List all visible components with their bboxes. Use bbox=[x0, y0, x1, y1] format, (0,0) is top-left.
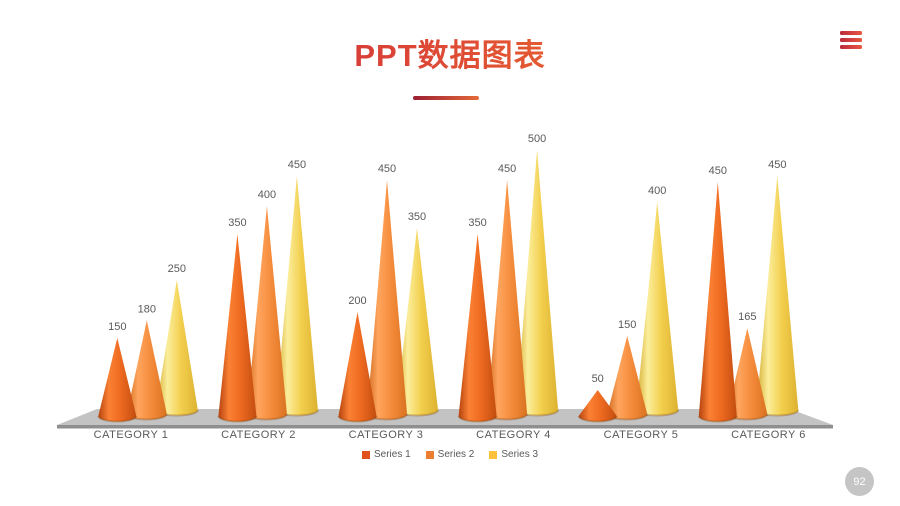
category-axis-label-4: CATEGORY 4 bbox=[476, 429, 551, 441]
chart-floor-edge bbox=[57, 425, 833, 429]
menu-bar bbox=[840, 45, 862, 49]
category-axis-label-1: CATEGORY 1 bbox=[94, 429, 169, 441]
data-label: 450 bbox=[288, 159, 306, 171]
cone-base-rim bbox=[337, 415, 378, 423]
category-axis-label-3: CATEGORY 3 bbox=[349, 429, 424, 441]
cone-series-1-cat5[interactable] bbox=[578, 390, 617, 422]
cone-series-2-cat1[interactable] bbox=[126, 320, 167, 420]
cone-series-1-cat6[interactable] bbox=[698, 182, 737, 422]
page-title: PPT数据图表 bbox=[0, 30, 900, 75]
cone-series-3-cat5[interactable] bbox=[636, 202, 679, 416]
data-label: 450 bbox=[709, 165, 727, 177]
legend-label: Series 3 bbox=[501, 449, 539, 460]
data-label: 150 bbox=[108, 321, 126, 333]
legend-item-series-3[interactable]: Series 3 bbox=[489, 449, 538, 460]
data-label: 200 bbox=[348, 295, 366, 307]
cone-series-3-cat3[interactable] bbox=[396, 228, 438, 416]
data-label: 165 bbox=[738, 311, 756, 323]
cone-series-1-cat4[interactable] bbox=[458, 234, 497, 422]
data-label: 400 bbox=[258, 189, 276, 201]
data-label: 150 bbox=[618, 319, 636, 331]
legend-item-series-1[interactable]: Series 1 bbox=[361, 449, 411, 460]
legend-label: Series 1 bbox=[373, 449, 411, 460]
data-label: 50 bbox=[592, 373, 604, 385]
legend-swatch-icon bbox=[489, 450, 498, 459]
data-label: 350 bbox=[408, 211, 426, 223]
cone-series-3-cat4[interactable] bbox=[516, 150, 559, 416]
data-label: 450 bbox=[378, 163, 396, 175]
data-label: 450 bbox=[768, 159, 786, 171]
cone-series-2-cat6[interactable] bbox=[727, 328, 768, 420]
hamburger-menu-icon[interactable] bbox=[840, 31, 862, 49]
cone-series-2-cat3[interactable] bbox=[367, 180, 407, 420]
cone-base-rim bbox=[697, 415, 738, 423]
cone-series-2-cat4[interactable] bbox=[487, 180, 528, 420]
data-label: 400 bbox=[648, 185, 666, 197]
menu-bar bbox=[840, 31, 862, 35]
cone-series-1-cat3[interactable] bbox=[338, 312, 377, 422]
title-underline bbox=[413, 96, 479, 100]
legend-swatch-icon bbox=[361, 450, 370, 459]
category-axis-label-5: CATEGORY 5 bbox=[604, 429, 679, 441]
cone-series-3-cat2[interactable] bbox=[275, 176, 318, 416]
data-label: 250 bbox=[168, 263, 186, 275]
cone-series-1-cat1[interactable] bbox=[98, 338, 137, 422]
chart-legend: Series 1 Series 2 Series 3 bbox=[0, 449, 900, 460]
data-label: 500 bbox=[528, 133, 546, 145]
cone-series-2-cat5[interactable] bbox=[607, 336, 648, 420]
data-label: 350 bbox=[468, 217, 486, 229]
category-axis-label-6: CATEGORY 6 bbox=[731, 429, 806, 441]
data-label: 180 bbox=[138, 303, 156, 315]
page-number-badge: 92 bbox=[845, 467, 874, 496]
data-label: 450 bbox=[498, 163, 516, 175]
data-label: 350 bbox=[228, 217, 246, 229]
cone-base-rim bbox=[577, 415, 618, 423]
cone-base-rim bbox=[217, 415, 258, 423]
cone-series-2-cat2[interactable] bbox=[246, 206, 287, 420]
menu-bar bbox=[840, 38, 862, 42]
cone-series-1-cat2[interactable] bbox=[218, 234, 257, 422]
category-axis-label-2: CATEGORY 2 bbox=[221, 429, 296, 441]
legend-label: Series 2 bbox=[437, 449, 475, 460]
legend-swatch-icon bbox=[425, 450, 434, 459]
cone-series-3-cat6[interactable] bbox=[756, 176, 799, 416]
cone-series-3-cat1[interactable] bbox=[155, 280, 198, 416]
cone-base-rim bbox=[97, 415, 138, 423]
legend-item-series-2[interactable]: Series 2 bbox=[425, 449, 475, 460]
cone-base-rim bbox=[457, 415, 498, 423]
